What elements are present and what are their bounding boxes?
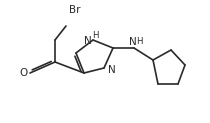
Text: H: H (136, 38, 142, 46)
Text: O: O (19, 68, 27, 78)
Text: N: N (129, 37, 137, 47)
Text: N: N (108, 65, 116, 75)
Text: H: H (92, 31, 98, 39)
Text: Br: Br (69, 5, 80, 15)
Text: N: N (84, 36, 92, 46)
